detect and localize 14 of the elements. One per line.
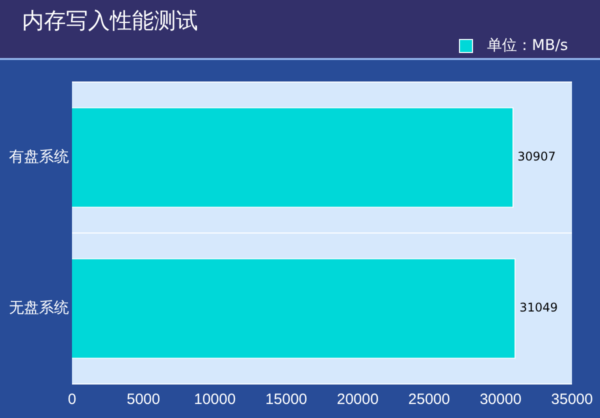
- x-tick-label: 5000: [126, 391, 160, 408]
- y-tick-label: 无盘系统: [9, 300, 69, 317]
- x-tick-label: 15000: [265, 391, 308, 408]
- text: 单位：MB/s: [486, 36, 568, 55]
- data-label: 31049: [520, 300, 558, 315]
- y-tick-label: 有盘系统: [9, 148, 69, 166]
- x-tick-label: 30000: [480, 391, 522, 408]
- x-tick-label: 35000: [551, 391, 593, 408]
- x-tick-label: 20000: [336, 391, 379, 408]
- x-tick-label: 10000: [194, 391, 236, 408]
- data-label: 30907: [518, 150, 556, 164]
- x-tick-label: 0: [68, 391, 76, 408]
- chart-title: 内存写入性能测试: [22, 8, 198, 36]
- x-tick-label: 25000: [408, 391, 450, 408]
